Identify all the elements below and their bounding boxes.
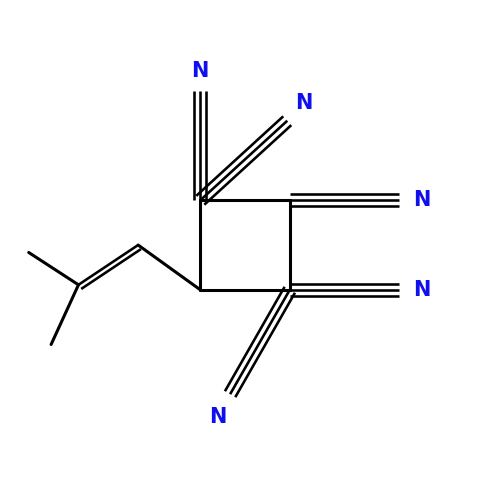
Text: N: N (295, 94, 312, 114)
Text: N: N (413, 280, 430, 300)
Text: N: N (209, 406, 226, 426)
Text: N: N (192, 61, 209, 81)
Text: N: N (413, 190, 430, 210)
